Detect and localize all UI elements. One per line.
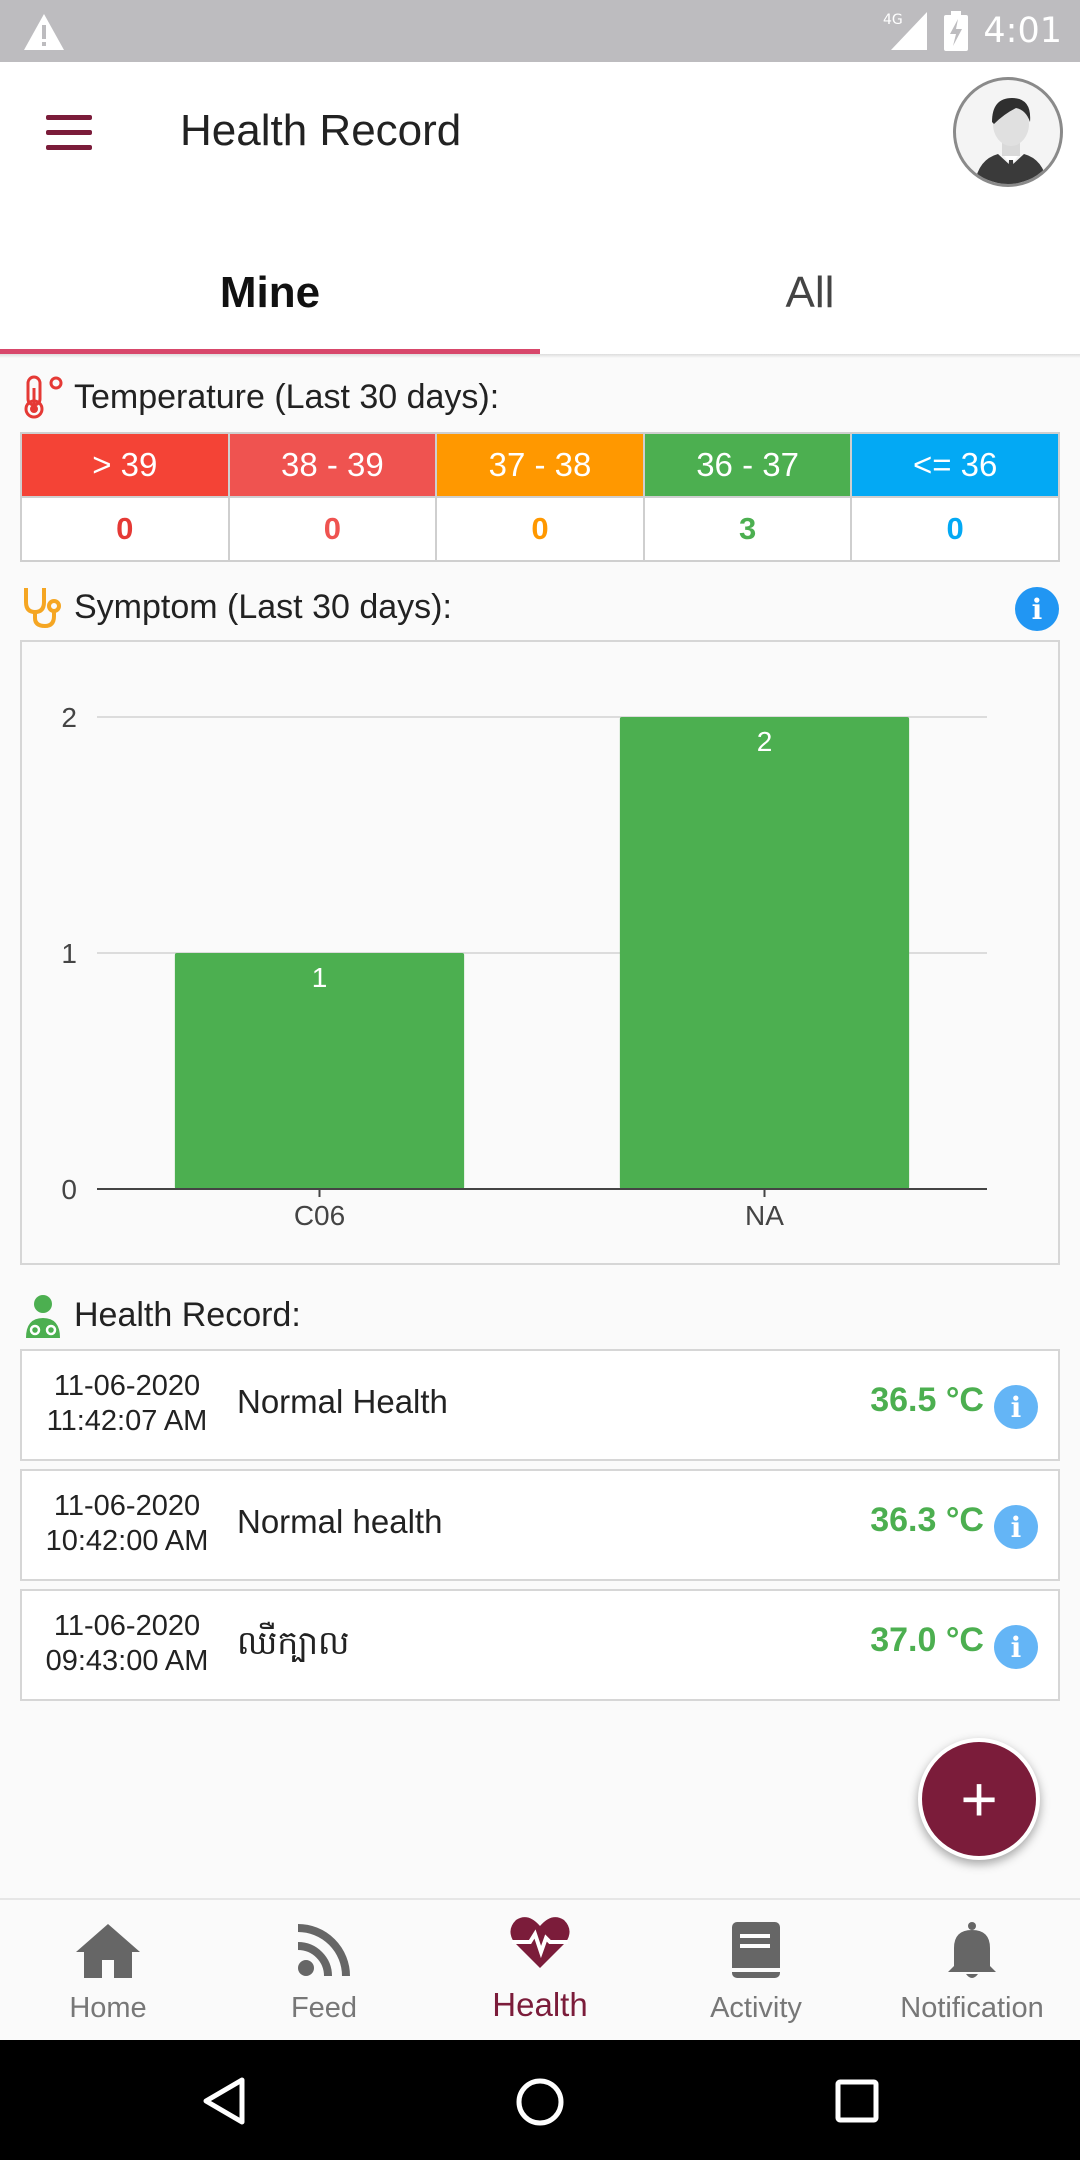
symptom-bar-chart: 0 1 2 1 C06 2 NA [61,702,987,1231]
page-title: Health Record [180,106,462,155]
health-record-title: Health Record: [74,1295,301,1334]
record-time: 11:42:07 AM [46,1405,208,1437]
symptom-info-button[interactable]: i [1015,587,1059,631]
temperature-ranges-row: > 39 38 - 39 37 - 38 36 - 37 <= 36 [22,434,1058,496]
nav-item-home[interactable]: Home [0,1900,216,2040]
symptom-chart: 0 1 2 1 C06 2 NA [20,640,1060,1265]
back-icon[interactable] [200,2076,248,2126]
record-note: ឈឺក្បាល [237,1624,350,1661]
avatar[interactable] [953,77,1063,187]
record-datetime: 11-06-2020 10:42:00 AM [22,1489,232,1559]
user-avatar-icon [974,98,1048,184]
clock: 4:01 [983,11,1062,51]
health-record-row[interactable]: 11-06-2020 11:42:07 AM Normal Health 36.… [20,1349,1060,1461]
health-record-row[interactable]: 11-06-2020 10:42:00 AM Normal health 36.… [20,1469,1060,1581]
record-date: 11-06-2020 [53,1490,201,1522]
temperature-table: > 39 38 - 39 37 - 38 36 - 37 <= 36 0 0 0… [20,432,1060,562]
book-icon [732,1922,780,1978]
chart-y-tick-label: 1 [61,938,77,969]
tab-bar: Mine All [0,232,1080,354]
temp-range-cell: 37 - 38 [437,434,645,496]
record-info-button[interactable]: i [994,1505,1038,1549]
chart-y-tick-label: 2 [61,702,77,733]
chart-y-tick-label: 0 [61,1174,77,1205]
temp-count-cell: 0 [229,498,438,560]
chart-data-label: 1 [312,962,328,993]
thermometer-icon [24,375,63,419]
temp-range-cell: 38 - 39 [229,434,438,496]
status-bar: 4G 4:01 [0,0,1080,62]
tab-mine[interactable]: Mine [0,232,540,354]
symptom-heading: Symptom (Last 30 days): [20,584,452,630]
nav-label-feed: Feed [290,1992,358,2024]
record-time: 10:42:00 AM [45,1525,209,1557]
nav-label-activity: Activity [710,1992,802,2024]
temp-range-cell: <= 36 [852,434,1058,496]
system-navigation-bar [0,2040,1080,2160]
menu-icon-line [46,129,92,135]
plus-icon: + [960,1763,998,1835]
cell-signal-icon: 4G [883,12,928,50]
network-label: 4G [883,12,903,28]
warning-icon [24,14,64,50]
rss-icon [297,1924,350,1977]
temperature-title: Temperature (Last 30 days): [74,377,500,416]
nav-label-notification: Notification [900,1992,1044,2024]
nav-label-home: Home [69,1992,147,2024]
temperature-counts-row: 0 0 0 3 0 [22,496,1058,560]
home-circle-icon[interactable] [514,2076,566,2128]
temp-count-cell: 0 [437,498,645,560]
temp-count-cell: 0 [22,498,230,560]
temp-count-cell: 0 [852,498,1058,560]
record-temperature: 36.3 °C [870,1501,984,1539]
nav-item-feed[interactable]: Feed [216,1900,432,2040]
chart-bar [174,953,465,1189]
temp-count-cell: 3 [644,498,853,560]
stethoscope-icon [24,588,61,629]
health-record-row[interactable]: 11-06-2020 09:43:00 AM ឈឺក្បាល 37.0 °C i [20,1589,1060,1701]
chart-x-tick-label: NA [745,1200,784,1231]
add-record-button[interactable]: + [918,1738,1040,1860]
record-datetime: 11-06-2020 09:43:00 AM [22,1609,232,1679]
bell-icon [948,1922,996,1978]
temp-range-cell: > 39 [22,434,230,496]
nav-item-activity[interactable]: Activity [648,1900,864,2040]
temp-range-cell: 36 - 37 [644,434,853,496]
doctor-icon [26,1295,60,1338]
heartbeat-icon [510,1917,570,1968]
record-note: Normal health [237,1503,443,1540]
info-icon: i [1010,1630,1022,1664]
home-icon [76,1924,140,1978]
chart-data-label: 2 [757,726,773,757]
record-datetime: 11-06-2020 11:42:07 AM [22,1369,232,1439]
menu-icon-line [46,144,92,150]
record-note: Normal Health [237,1383,448,1420]
tab-all[interactable]: All [785,268,835,317]
battery-icon [944,11,969,51]
chart-bar [619,717,910,1189]
record-time: 09:43:00 AM [45,1645,209,1677]
nav-item-health[interactable]: Health [432,1900,648,2040]
tab-divider [0,354,1080,358]
info-icon: i [1010,1390,1022,1424]
record-info-button[interactable]: i [994,1385,1038,1429]
record-date: 11-06-2020 [53,1610,201,1642]
record-temperature: 36.5 °C [870,1381,984,1419]
info-icon: i [1031,592,1043,626]
record-temperature: 37.0 °C [870,1621,984,1659]
chart-x-tick-label: C06 [294,1200,345,1231]
health-record-heading: Health Record: [20,1292,301,1338]
menu-button[interactable] [38,104,100,160]
symptom-title: Symptom (Last 30 days): [74,587,452,626]
record-date: 11-06-2020 [53,1370,201,1402]
record-info-button[interactable]: i [994,1625,1038,1669]
nav-item-notification[interactable]: Notification [864,1900,1080,2040]
menu-icon-line [46,114,92,120]
temperature-heading: Temperature (Last 30 days): [20,374,499,420]
info-icon: i [1010,1510,1022,1544]
nav-label-health: Health [492,1986,588,2023]
bottom-navigation: Home Feed Health Activity Notificati [0,1898,1080,2040]
app-bar: Health Record [0,62,1080,202]
recents-icon[interactable] [834,2078,880,2124]
